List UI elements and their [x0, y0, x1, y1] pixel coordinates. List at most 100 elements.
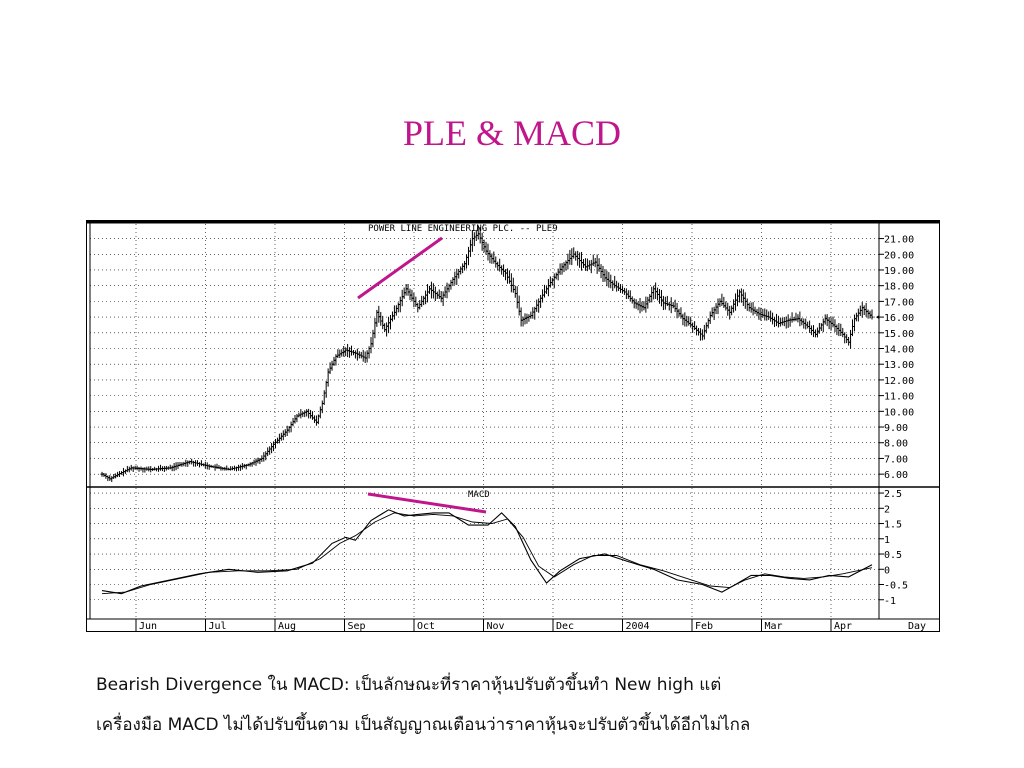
price-bar: [765, 309, 769, 321]
price-bar: [566, 253, 570, 270]
price-bar: [527, 314, 531, 322]
price-bar: [511, 277, 515, 293]
price-bar: [554, 272, 558, 280]
price-bar: [848, 329, 853, 349]
price-bar: [379, 311, 383, 326]
price-bar: [410, 289, 414, 302]
macd-tick-label: 1: [884, 535, 890, 546]
macd-series: [101, 509, 873, 595]
price-bar: [683, 312, 687, 327]
macd-panel-title: MACD: [468, 490, 490, 500]
price-bar: [856, 308, 860, 322]
price-bar: [546, 279, 551, 297]
price-bar: [579, 251, 584, 271]
price-bar: [320, 400, 324, 414]
price-bar: [847, 336, 851, 346]
price-bar: [706, 318, 710, 329]
price-bar: [774, 313, 779, 327]
price-bar: [385, 322, 389, 337]
price-bar: [708, 311, 712, 324]
macd-trendline-annotation: [367, 492, 487, 514]
price-bar: [677, 308, 681, 317]
price-bar: [254, 458, 258, 466]
price-bar: [162, 466, 166, 472]
macd-tick-label: 1.5: [884, 520, 902, 531]
price-bar: [615, 280, 619, 292]
price-tick-label: 20.00: [884, 250, 914, 261]
macd-axis: 2.5 2 1.5 1 0.5 0 -0.5 -1: [879, 489, 908, 607]
price-bar: [127, 466, 131, 473]
price-axis: 21.00 20.00 19.00 18.00 17.00 16.00 15.00 14.00…: [879, 235, 914, 481]
price-bar: [447, 283, 451, 293]
price-tick-label: 18.00: [884, 282, 914, 293]
price-bar: [427, 285, 432, 294]
price-bar: [305, 409, 309, 417]
price-bar: [269, 442, 274, 454]
price-bar: [441, 291, 445, 306]
price-bar: [308, 409, 313, 419]
price-bar: [158, 464, 163, 471]
price-bar: [457, 268, 461, 279]
price-bar: [437, 289, 441, 299]
price-bar: [312, 415, 317, 423]
price-tick-label: 12.00: [884, 376, 914, 387]
price-bar: [377, 305, 381, 323]
price-bar: [531, 307, 535, 319]
price-bar: [494, 256, 498, 268]
price-bar: [268, 446, 272, 455]
price-bar: [408, 288, 412, 301]
price-trendline-annotation: [357, 236, 443, 300]
price-tick-label: 17.00: [884, 297, 914, 308]
price-bar: [572, 247, 576, 259]
price-bar: [772, 317, 777, 328]
time-axis-unit: Day: [908, 621, 926, 632]
price-bar: [513, 285, 517, 298]
price-bar: [778, 317, 782, 327]
macd-tick-label: 2: [884, 504, 890, 515]
price-bar: [482, 239, 486, 253]
price-tick-label: 7.00: [884, 454, 908, 465]
time-gridlines: [135, 224, 832, 619]
price-bar: [365, 350, 369, 363]
price-bar: [712, 306, 716, 321]
caption-line-1: Bearish Divergence ใน MACD: เป็นลักษณะที…: [96, 675, 722, 695]
price-bar: [601, 265, 605, 282]
price-bar: [671, 302, 675, 309]
price-bar: [784, 316, 788, 329]
price-bar: [833, 319, 837, 332]
price-bar: [650, 286, 654, 303]
price-bar: [618, 284, 623, 293]
price-bar: [646, 296, 650, 309]
price-bar: [770, 312, 775, 325]
price-bar: [652, 285, 656, 300]
price-bar: [439, 290, 443, 303]
price-bar: [396, 302, 400, 313]
price-bar: [466, 246, 471, 266]
price-bar: [726, 302, 730, 316]
price-bar: [154, 467, 159, 472]
price-bar: [843, 332, 847, 344]
time-axis: Jun Jul Aug Sep Oct Nov Dec 2004 Feb Mar Apr: [135, 619, 852, 632]
price-bar: [821, 318, 825, 333]
price-tick-label: 14.00: [884, 345, 914, 356]
price-bar: [349, 345, 354, 356]
price-tick-label: 16.00: [884, 313, 914, 324]
price-bar: [819, 323, 823, 331]
price-bar: [763, 308, 767, 321]
price-bar: [806, 321, 810, 329]
macd-tick-label: 0.5: [884, 550, 902, 561]
price-bar: [837, 323, 841, 337]
price-bar: [616, 282, 621, 292]
price-tick-label: 8.00: [884, 439, 908, 450]
price-bar: [388, 314, 393, 330]
price-bar: [217, 465, 221, 469]
price-bar: [626, 290, 630, 299]
price-bar: [445, 282, 449, 299]
price-tick-label: 21.00: [884, 235, 914, 246]
price-bar: [108, 475, 112, 481]
price-bar: [741, 289, 745, 307]
price-bar: [749, 302, 753, 313]
price-bar: [273, 438, 278, 449]
macd-tick-label: 0: [884, 565, 890, 576]
time-tick-label: Apr: [834, 621, 852, 632]
